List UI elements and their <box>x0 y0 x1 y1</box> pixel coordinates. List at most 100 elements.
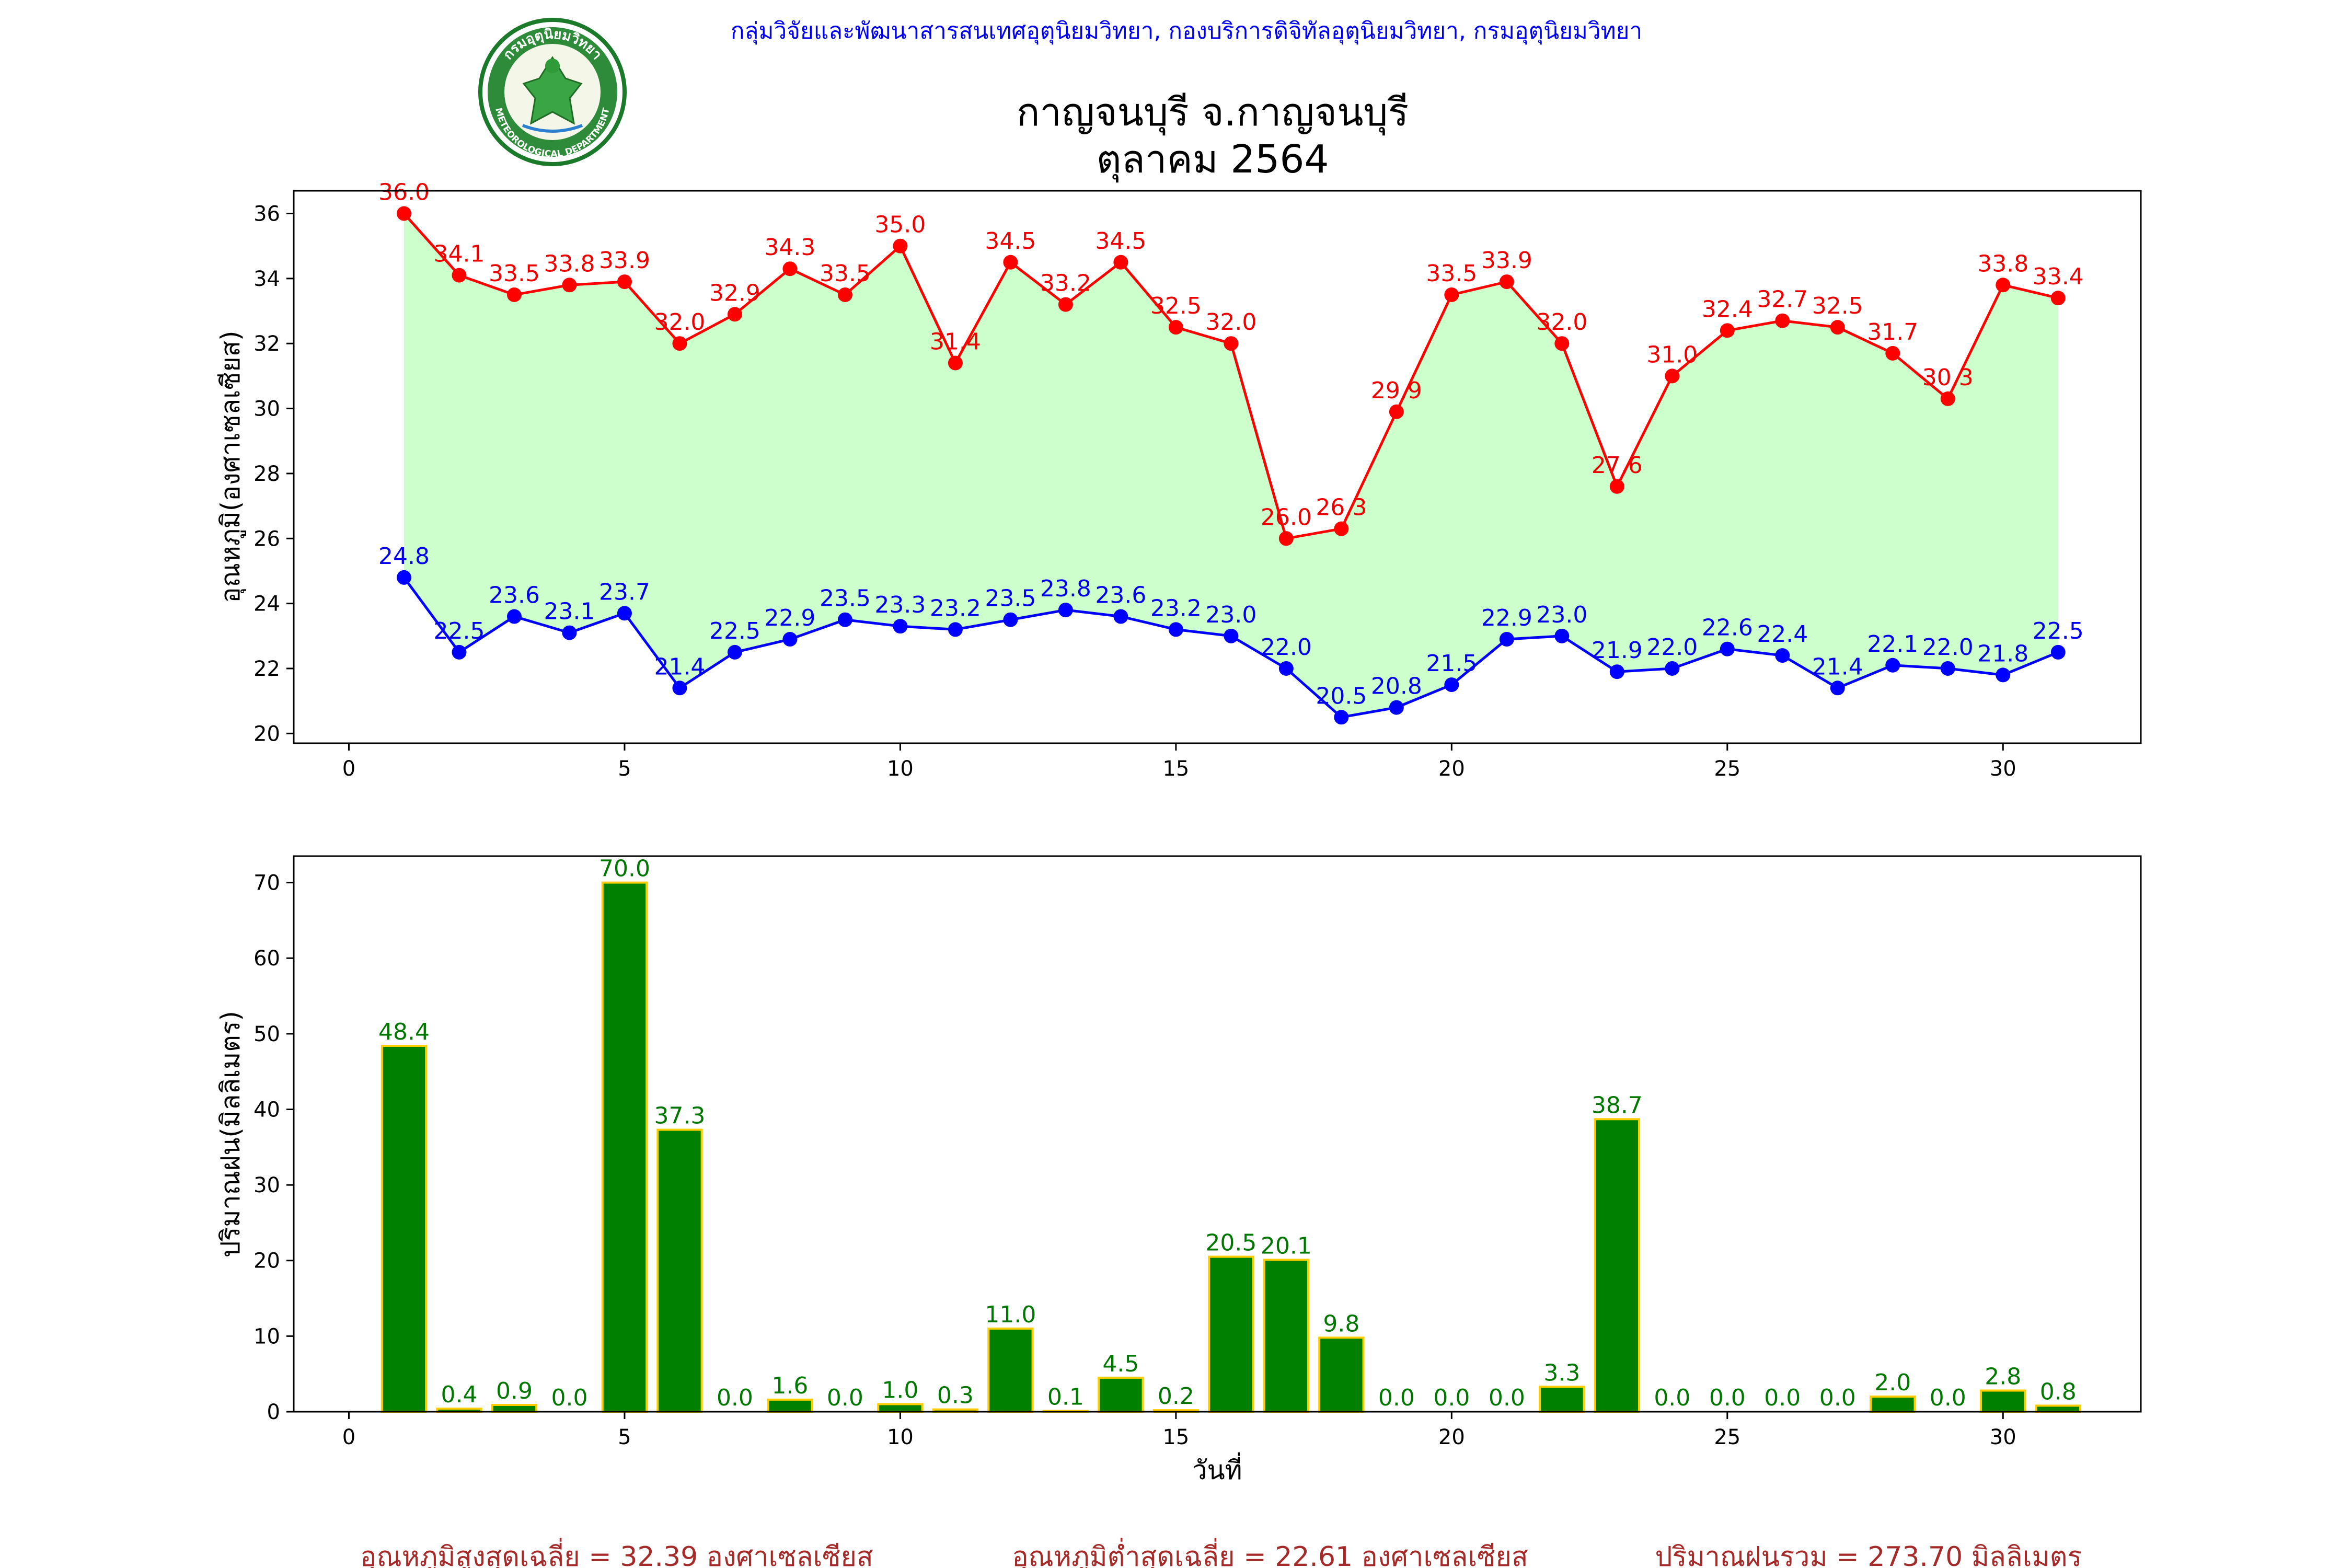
min-temperature-label: 22.5 <box>433 618 485 644</box>
rainfall-value-label: 20.1 <box>1261 1232 1312 1259</box>
rainfall-bar <box>601 881 648 1413</box>
min-temperature-label: 21.9 <box>1592 637 1643 664</box>
temperature-y-tick-label: 34 <box>253 267 280 291</box>
rainfall-value-label: 9.8 <box>1323 1310 1359 1337</box>
min-temperature-label: 22.0 <box>1922 634 1974 661</box>
temperature-y-tick-label: 24 <box>253 592 280 616</box>
min-temperature-point <box>782 632 798 647</box>
max-temperature-label: 33.5 <box>1426 260 1477 287</box>
chart-title-line2: ตุลาคม 2564 <box>1096 137 1329 183</box>
rainfall-bars <box>381 881 2081 1413</box>
rainfall-y-tick-label: 40 <box>253 1098 280 1122</box>
max-temperature-point <box>1499 274 1514 290</box>
min-temperature-point <box>1885 658 1900 673</box>
min-temperature-label: 21.5 <box>1426 650 1477 677</box>
min-temperature-point <box>948 622 963 637</box>
max-temperature-label: 26.3 <box>1316 494 1367 521</box>
temperature-y-tick-label: 30 <box>253 397 280 421</box>
avg-max-temp-summary: อุณหภูมิสูงสุดเฉลี่ย = 32.39 องศาเซลเซีย… <box>360 1538 873 1568</box>
rainfall-y-tick-label: 10 <box>253 1324 280 1348</box>
temperature-x-tick-label: 30 <box>1990 757 2016 781</box>
temperature-x-tick-label: 15 <box>1162 757 1189 781</box>
rainfall-x-tick-label: 25 <box>1714 1425 1740 1449</box>
rainfall-bar <box>1208 1255 1254 1413</box>
max-temperature-label: 30.3 <box>1922 364 1974 391</box>
max-temperature-point <box>1278 531 1294 546</box>
min-temperature-point <box>1940 661 1955 676</box>
rainfall-value-label: 0.0 <box>1709 1385 1746 1411</box>
max-temperature-label: 32.0 <box>1205 309 1256 336</box>
max-temperature-point <box>782 261 798 276</box>
min-temperature-point <box>1058 603 1073 618</box>
max-temperature-label: 26.0 <box>1261 504 1312 531</box>
rainfall-value-label: 2.8 <box>1985 1364 2021 1390</box>
rainfall-value-label: 38.7 <box>1592 1092 1643 1119</box>
rainfall-value-label: 48.4 <box>378 1019 430 1045</box>
max-temperature-label: 34.1 <box>433 241 485 268</box>
rainfall-bar <box>1098 1376 1144 1413</box>
rainfall-value-label: 37.3 <box>654 1103 705 1129</box>
rainfall-bar <box>987 1327 1034 1413</box>
min-temperature-point <box>1113 609 1128 624</box>
rainfall-bar <box>1539 1386 1585 1413</box>
temperature-lines <box>396 206 2066 725</box>
max-temperature-point <box>1058 297 1073 312</box>
rainfall-value-label: 70.0 <box>599 856 650 882</box>
min-temperature-point <box>1499 632 1514 647</box>
min-temperature-point <box>1609 664 1624 679</box>
min-temperature-label: 22.1 <box>1867 631 1918 658</box>
rainfall-x-tick-label: 10 <box>887 1425 914 1449</box>
max-temperature-point <box>1720 323 1735 338</box>
rainfall-value-label: 0.0 <box>1433 1385 1470 1411</box>
max-temperature-label: 27.6 <box>1592 452 1643 479</box>
max-temperature-label: 33.8 <box>1977 250 2028 277</box>
min-temperature-label: 23.3 <box>874 592 926 618</box>
min-temperature-point <box>1003 612 1018 627</box>
temperature-plot-frame <box>293 190 2142 744</box>
min-temperature-label: 22.0 <box>1261 634 1312 661</box>
max-temperature-point <box>727 307 742 322</box>
max-temperature-point <box>1113 255 1128 270</box>
rainfall-x-tick-label: 0 <box>342 1425 355 1449</box>
max-temperature-label: 34.3 <box>764 234 815 261</box>
rainfall-value-label: 0.4 <box>441 1381 477 1408</box>
min-temperature-point <box>1554 628 1570 643</box>
temperature-fill-area <box>403 213 2058 718</box>
min-temperature-label: 22.6 <box>1702 615 1753 641</box>
max-temperature-point <box>617 274 632 290</box>
rainfall-value-label: 0.0 <box>551 1385 587 1411</box>
min-temperature-point <box>2050 644 2066 660</box>
min-temperature-label: 23.5 <box>820 585 871 612</box>
min-temperature-label: 22.9 <box>1481 605 1532 631</box>
rainfall-bar <box>381 1045 428 1413</box>
max-temperature-label: 33.4 <box>2033 263 2084 290</box>
avg-min-temp-summary: อุณหภูมิต่ำสุดเฉลี่ย = 22.61 องศาเซลเซีย… <box>1012 1538 1528 1568</box>
max-temperature-label: 33.5 <box>820 260 871 287</box>
rainfall-value-label: 0.0 <box>717 1385 753 1411</box>
max-temperature-label: 33.5 <box>489 260 540 287</box>
max-temperature-point <box>506 287 522 302</box>
min-temperature-point <box>1444 677 1459 693</box>
min-temperature-point <box>1278 661 1294 676</box>
min-temperature-label: 21.4 <box>654 653 705 680</box>
min-temperature-point <box>1996 667 2011 683</box>
min-temperature-point <box>893 619 908 634</box>
max-temperature-label: 34.5 <box>1095 228 1146 255</box>
max-temperature-point <box>837 287 852 302</box>
rainfall-plot-frame <box>293 855 2142 1413</box>
rainfall-value-label: 0.0 <box>1489 1385 1525 1411</box>
rainfall-value-label: 11.0 <box>985 1301 1036 1328</box>
max-temperature-label: 33.2 <box>1040 270 1091 297</box>
max-temperature-point <box>1334 521 1349 536</box>
temperature-y-tick-label: 36 <box>253 202 280 226</box>
rainfall-bar <box>656 1128 703 1413</box>
max-temperature-point <box>1885 345 1900 361</box>
min-temperature-label: 21.4 <box>1812 653 1863 680</box>
max-temperature-label: 32.7 <box>1757 286 1808 313</box>
rainfall-value-label: 0.3 <box>937 1382 974 1409</box>
rainfall-y-tick-label: 0 <box>267 1400 280 1424</box>
max-temperature-point <box>2050 291 2066 306</box>
rainfall-bar <box>1318 1336 1365 1413</box>
max-temperature-label: 33.8 <box>544 250 595 277</box>
